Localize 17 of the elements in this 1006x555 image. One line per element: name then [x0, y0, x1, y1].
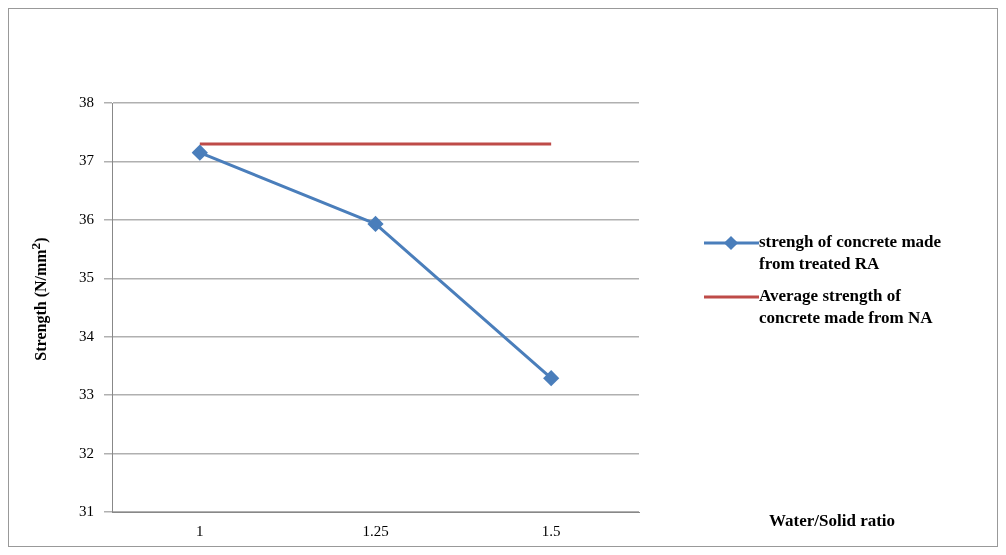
point [192, 145, 208, 161]
point [543, 370, 559, 386]
y-tick-label: 37 [79, 152, 95, 169]
y-tick-label: 35 [79, 269, 94, 286]
y-tick-label: 38 [79, 93, 94, 110]
point [368, 216, 383, 232]
legend-label: strengh of concrete made from treated RA [759, 231, 943, 275]
legend-label: Average strength of concrete made from NA [759, 285, 934, 329]
y-tick-label: 32 [79, 444, 94, 461]
x-tick-label: 1.25 [362, 522, 389, 539]
y-tick-label: 34 [79, 327, 95, 344]
y-tick-label: 33 [79, 386, 94, 403]
y-tick-label: 31 [79, 502, 94, 519]
x-tick-label: 1.5 [541, 522, 561, 539]
x-tick-label: 1 [196, 522, 204, 539]
y-tick-label: 36 [79, 210, 95, 227]
text: Water/Solid ratio [769, 511, 896, 531]
